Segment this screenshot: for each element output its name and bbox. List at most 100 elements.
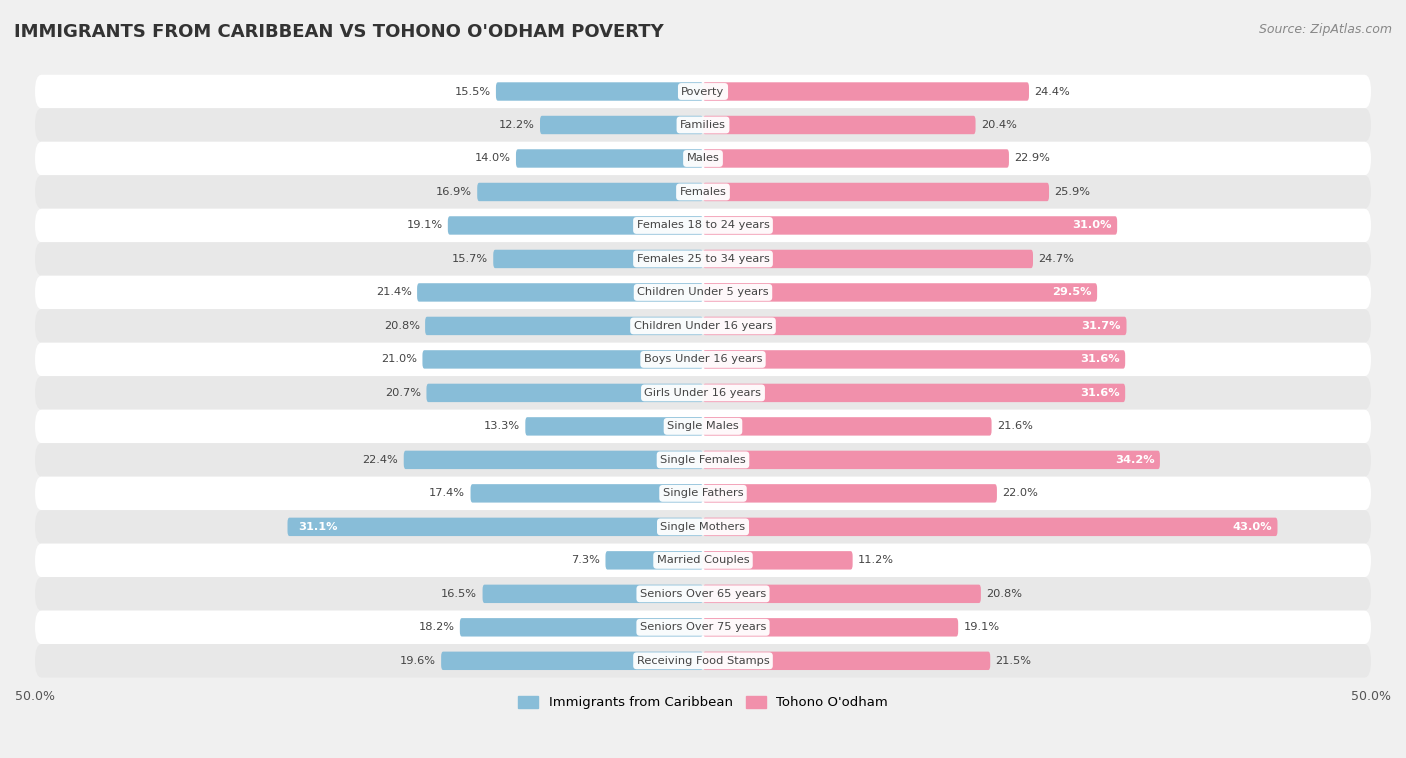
FancyBboxPatch shape (35, 343, 1371, 376)
FancyBboxPatch shape (449, 216, 703, 235)
Text: 22.0%: 22.0% (1002, 488, 1038, 498)
Text: Receiving Food Stamps: Receiving Food Stamps (637, 656, 769, 666)
FancyBboxPatch shape (35, 276, 1371, 309)
FancyBboxPatch shape (422, 350, 703, 368)
FancyBboxPatch shape (35, 175, 1371, 208)
FancyBboxPatch shape (35, 243, 1371, 276)
Text: Children Under 5 years: Children Under 5 years (637, 287, 769, 297)
Text: Girls Under 16 years: Girls Under 16 years (644, 388, 762, 398)
FancyBboxPatch shape (703, 417, 991, 436)
FancyBboxPatch shape (540, 116, 703, 134)
Text: Families: Families (681, 120, 725, 130)
Text: 11.2%: 11.2% (858, 556, 894, 565)
FancyBboxPatch shape (703, 584, 981, 603)
Text: 19.1%: 19.1% (963, 622, 1000, 632)
FancyBboxPatch shape (35, 208, 1371, 243)
Text: 16.5%: 16.5% (441, 589, 477, 599)
Text: Females: Females (679, 187, 727, 197)
Text: Seniors Over 65 years: Seniors Over 65 years (640, 589, 766, 599)
Text: 7.3%: 7.3% (571, 556, 600, 565)
Text: 20.8%: 20.8% (384, 321, 420, 331)
FancyBboxPatch shape (703, 216, 1118, 235)
Text: 21.5%: 21.5% (995, 656, 1032, 666)
FancyBboxPatch shape (703, 618, 957, 637)
FancyBboxPatch shape (703, 350, 1125, 368)
FancyBboxPatch shape (703, 83, 1029, 101)
Text: 13.3%: 13.3% (484, 421, 520, 431)
FancyBboxPatch shape (35, 611, 1371, 644)
FancyBboxPatch shape (496, 83, 703, 101)
Text: Single Females: Single Females (661, 455, 745, 465)
FancyBboxPatch shape (703, 317, 1126, 335)
Text: 19.6%: 19.6% (399, 656, 436, 666)
FancyBboxPatch shape (703, 116, 976, 134)
FancyBboxPatch shape (703, 451, 1160, 469)
Text: Boys Under 16 years: Boys Under 16 years (644, 355, 762, 365)
FancyBboxPatch shape (35, 108, 1371, 142)
FancyBboxPatch shape (606, 551, 703, 569)
FancyBboxPatch shape (482, 584, 703, 603)
FancyBboxPatch shape (35, 644, 1371, 678)
Text: 17.4%: 17.4% (429, 488, 465, 498)
FancyBboxPatch shape (35, 477, 1371, 510)
FancyBboxPatch shape (471, 484, 703, 503)
Text: 31.0%: 31.0% (1073, 221, 1112, 230)
Text: Females 18 to 24 years: Females 18 to 24 years (637, 221, 769, 230)
Text: Seniors Over 75 years: Seniors Over 75 years (640, 622, 766, 632)
FancyBboxPatch shape (35, 443, 1371, 477)
Text: 21.6%: 21.6% (997, 421, 1033, 431)
FancyBboxPatch shape (460, 618, 703, 637)
FancyBboxPatch shape (703, 518, 1278, 536)
Text: 31.1%: 31.1% (298, 522, 337, 532)
FancyBboxPatch shape (703, 283, 1097, 302)
FancyBboxPatch shape (35, 577, 1371, 611)
Text: Married Couples: Married Couples (657, 556, 749, 565)
FancyBboxPatch shape (287, 518, 703, 536)
FancyBboxPatch shape (703, 384, 1125, 402)
Text: 14.0%: 14.0% (475, 153, 510, 164)
FancyBboxPatch shape (516, 149, 703, 168)
FancyBboxPatch shape (703, 484, 997, 503)
FancyBboxPatch shape (35, 543, 1371, 577)
FancyBboxPatch shape (35, 409, 1371, 443)
Text: Single Fathers: Single Fathers (662, 488, 744, 498)
Text: Poverty: Poverty (682, 86, 724, 96)
FancyBboxPatch shape (703, 249, 1033, 268)
Text: 22.4%: 22.4% (363, 455, 398, 465)
FancyBboxPatch shape (441, 652, 703, 670)
Text: Females 25 to 34 years: Females 25 to 34 years (637, 254, 769, 264)
Text: 20.8%: 20.8% (986, 589, 1022, 599)
Text: 24.4%: 24.4% (1035, 86, 1070, 96)
Text: 20.7%: 20.7% (385, 388, 422, 398)
Text: 16.9%: 16.9% (436, 187, 472, 197)
Text: 43.0%: 43.0% (1233, 522, 1272, 532)
Text: 20.4%: 20.4% (981, 120, 1017, 130)
Text: Children Under 16 years: Children Under 16 years (634, 321, 772, 331)
Text: 18.2%: 18.2% (419, 622, 454, 632)
FancyBboxPatch shape (426, 384, 703, 402)
Text: 29.5%: 29.5% (1052, 287, 1092, 297)
Text: 21.4%: 21.4% (375, 287, 412, 297)
Text: 19.1%: 19.1% (406, 221, 443, 230)
FancyBboxPatch shape (494, 249, 703, 268)
Text: 15.7%: 15.7% (451, 254, 488, 264)
FancyBboxPatch shape (703, 183, 1049, 201)
Text: 21.0%: 21.0% (381, 355, 418, 365)
Text: Source: ZipAtlas.com: Source: ZipAtlas.com (1258, 23, 1392, 36)
Text: Single Mothers: Single Mothers (661, 522, 745, 532)
FancyBboxPatch shape (35, 510, 1371, 543)
FancyBboxPatch shape (35, 376, 1371, 409)
Text: 25.9%: 25.9% (1054, 187, 1091, 197)
Text: Males: Males (686, 153, 720, 164)
Text: 31.6%: 31.6% (1080, 355, 1119, 365)
FancyBboxPatch shape (526, 417, 703, 436)
Text: 12.2%: 12.2% (499, 120, 534, 130)
FancyBboxPatch shape (35, 75, 1371, 108)
FancyBboxPatch shape (703, 652, 990, 670)
FancyBboxPatch shape (703, 149, 1010, 168)
FancyBboxPatch shape (404, 451, 703, 469)
Text: 22.9%: 22.9% (1014, 153, 1050, 164)
Text: 31.7%: 31.7% (1081, 321, 1121, 331)
FancyBboxPatch shape (703, 551, 852, 569)
FancyBboxPatch shape (477, 183, 703, 201)
